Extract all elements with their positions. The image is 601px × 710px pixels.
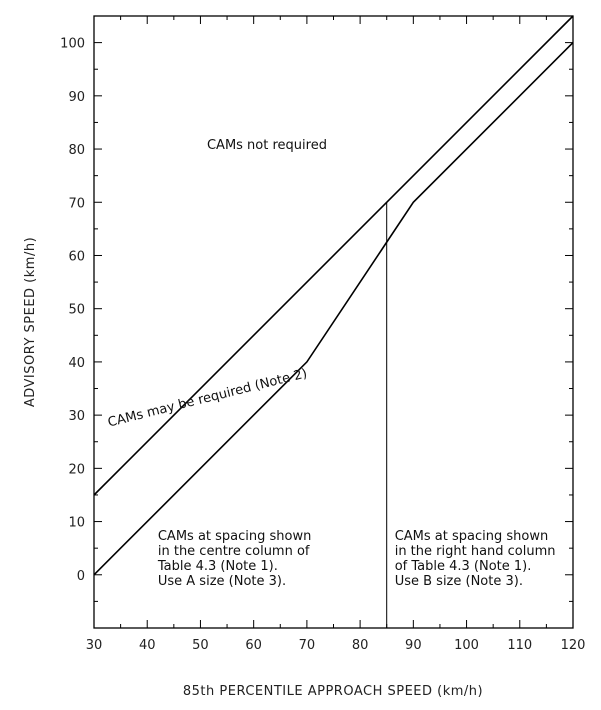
x-tick-label: 100 [454,638,479,653]
tick-marks [93,15,574,629]
y-tick-label: 40 [68,356,85,371]
series-lines [93,15,574,628]
annotations: CAMs not required CAMs may be required (N… [106,138,555,589]
y-tick-label: 50 [68,303,85,318]
annotation-may-be-required: CAMs may be required (Note 2) [106,366,308,430]
y-tick-label: 0 [77,569,85,584]
lower-boundary-line [93,42,574,576]
y-tick-label: 90 [68,90,85,105]
annotation-line: Use B size (Note 3). [395,574,523,589]
y-tick-label: 80 [68,143,85,158]
x-tick-label: 80 [352,638,369,653]
annotation-line: CAMs not required [207,138,327,153]
x-tick-label: 40 [139,638,156,653]
x-tick-label: 30 [86,638,103,653]
x-axis-label: 85th PERCENTILE APPROACH SPEED (km/h) [183,684,483,699]
x-tick-label: 70 [299,638,316,653]
annotation-not-required: CAMs not required [207,138,327,153]
tick-labels: 30 40 50 60 70 80 90 100 110 120 0 10 20 30 40 50 60 70 80… [60,37,585,653]
upper-boundary-line [93,15,574,496]
y-tick-label: 20 [68,462,85,477]
annotation-line: in the right hand column [395,544,556,559]
y-tick-label: 70 [68,196,85,211]
x-tick-label: 60 [245,638,262,653]
x-tick-label: 50 [192,638,209,653]
annotation-line: Use A size (Note 3). [158,574,286,589]
y-tick-label: 60 [68,249,85,264]
x-tick-label: 110 [507,638,532,653]
annotation-line: of Table 4.3 (Note 1). [395,559,532,574]
y-tick-label: 30 [68,409,85,424]
x-tick-label: 120 [561,638,586,653]
y-tick-label: 100 [60,37,85,52]
x-tick-label: 90 [405,638,422,653]
annotation-line: Table 4.3 (Note 1). [157,559,278,574]
annotation-line: CAMs at spacing shown [158,529,312,544]
y-axis-label: ADVISORY SPEED (km/h) [23,237,38,407]
annotation-line: in the centre column of [158,544,310,559]
y-tick-label: 10 [68,516,85,531]
annotation-line: CAMs at spacing shown [395,529,549,544]
